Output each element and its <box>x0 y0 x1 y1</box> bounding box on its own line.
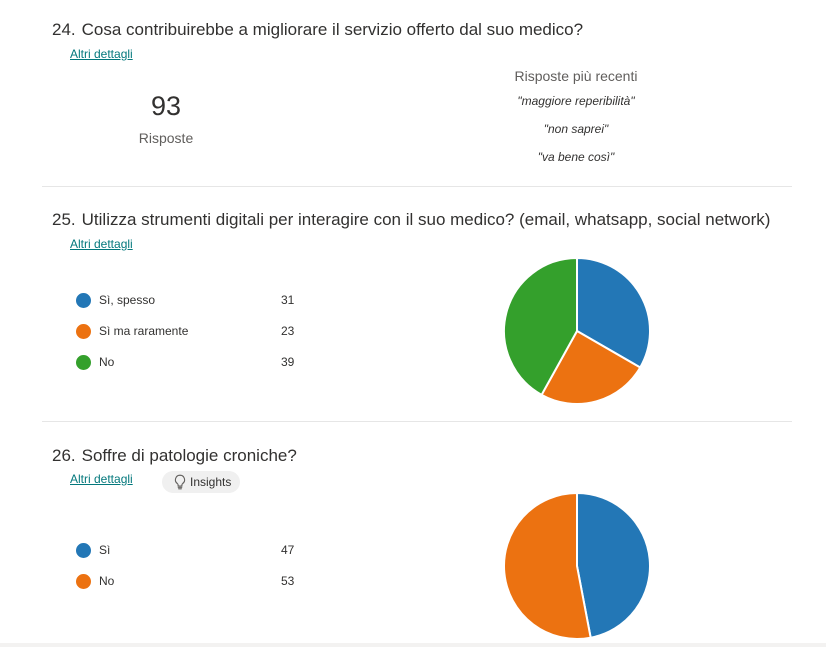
question-25-title: 25. Utilizza strumenti digitali per inter… <box>52 210 770 230</box>
response-count: 93 <box>150 91 182 121</box>
question-26-title: 26. Soffre di patologie croniche? <box>52 446 297 466</box>
legend-item: No 39 <box>76 354 306 372</box>
legend-label: Sì <box>99 543 111 557</box>
legend-value: 53 <box>281 574 295 588</box>
legend-color-dot <box>76 543 91 558</box>
question-24-details-link[interactable]: Altri dettagli <box>70 47 133 61</box>
lightbulb-icon <box>173 474 187 490</box>
legend-color-dot <box>76 355 91 370</box>
recent-response: "va bene così" <box>537 150 615 164</box>
insights-label: Insights <box>190 475 232 489</box>
question-24-title: 24. Cosa contribuirebbe a migliorare il s… <box>52 20 583 40</box>
legend-color-dot <box>76 574 91 589</box>
pie-slice-no[interactable] <box>503 256 578 397</box>
bottom-edge <box>0 643 826 647</box>
legend-label: No <box>99 355 115 369</box>
legend-value: 47 <box>281 543 295 557</box>
pie-chart-q26 <box>503 491 651 640</box>
legend-item: Sì 47 <box>76 542 306 560</box>
question-26-details-link[interactable]: Altri dettagli <box>70 472 133 486</box>
legend-value: 31 <box>281 293 295 307</box>
response-count-label: Risposte <box>138 130 194 146</box>
legend-label: No <box>99 574 115 588</box>
question-25-number: 25. <box>52 210 76 229</box>
recent-responses-title: Risposte più recenti <box>514 68 638 84</box>
recent-response: "maggiore reperibilità" <box>517 94 635 108</box>
legend-item: Sì, spesso 31 <box>76 292 306 310</box>
legend-item: Sì ma raramente 23 <box>76 323 306 341</box>
pie-slice-s-spesso[interactable] <box>576 256 651 369</box>
pie-chart-q25 <box>503 256 651 405</box>
question-24-number: 24. <box>52 20 76 39</box>
question-24-text: Cosa contribuirebbe a migliorare il serv… <box>81 20 584 39</box>
legend-color-dot <box>76 324 91 339</box>
legend-label: Sì ma raramente <box>99 324 189 338</box>
question-26-number: 26. <box>52 446 76 465</box>
recent-response: "non saprei" <box>543 122 609 136</box>
question-25-text: Utilizza strumenti digitali per interagi… <box>81 210 771 229</box>
pie-slice-s[interactable] <box>576 491 651 639</box>
insights-button[interactable]: Insights <box>162 471 241 493</box>
legend-value: 39 <box>281 355 295 369</box>
legend-item: No 53 <box>76 573 306 591</box>
pie-slice-no[interactable] <box>503 491 592 640</box>
pie-slice-s-ma-raramente[interactable] <box>540 329 642 405</box>
question-26-text: Soffre di patologie croniche? <box>81 446 297 465</box>
section-divider <box>42 186 792 187</box>
section-divider <box>42 421 792 422</box>
legend-label: Sì, spesso <box>99 293 156 307</box>
question-25-details-link[interactable]: Altri dettagli <box>70 237 133 251</box>
legend-color-dot <box>76 293 91 308</box>
legend-value: 23 <box>281 324 295 338</box>
